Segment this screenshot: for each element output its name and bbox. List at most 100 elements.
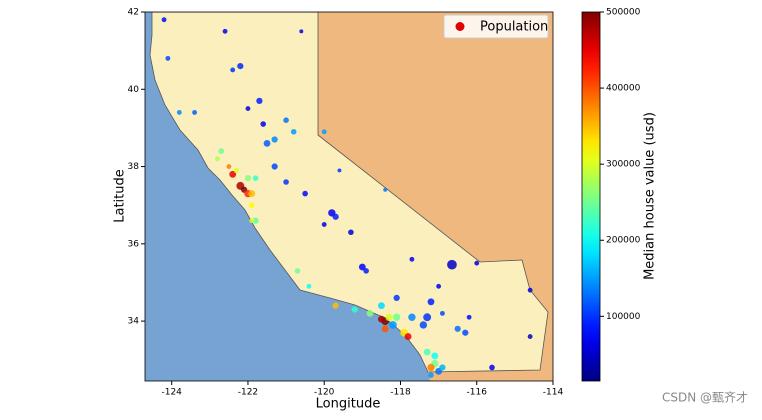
y-tick-label: 42 bbox=[128, 8, 139, 18]
data-point bbox=[385, 313, 393, 321]
data-point bbox=[192, 110, 197, 115]
data-point bbox=[252, 175, 259, 181]
data-point bbox=[218, 148, 225, 154]
data-point bbox=[215, 156, 220, 162]
data-point bbox=[423, 313, 432, 322]
data-point bbox=[252, 217, 259, 224]
data-point bbox=[427, 298, 435, 306]
data-point bbox=[439, 364, 446, 371]
data-point bbox=[165, 55, 171, 61]
y-tick-label: 34 bbox=[128, 317, 140, 327]
data-point bbox=[321, 222, 327, 227]
colorbar bbox=[581, 11, 601, 382]
x-axis-label: Longitude bbox=[316, 397, 381, 412]
data-point bbox=[462, 329, 469, 336]
data-point bbox=[454, 325, 461, 332]
data-point bbox=[489, 364, 495, 371]
data-point bbox=[249, 218, 255, 224]
data-point bbox=[283, 179, 289, 185]
data-point bbox=[332, 213, 339, 220]
data-point bbox=[294, 268, 301, 274]
data-point bbox=[248, 202, 255, 208]
data-point bbox=[427, 363, 435, 372]
data-point bbox=[388, 321, 397, 329]
ocean bbox=[145, 12, 430, 381]
data-point bbox=[363, 268, 369, 274]
data-point bbox=[256, 97, 263, 104]
data-point bbox=[466, 314, 472, 320]
data-point bbox=[436, 283, 442, 289]
map bbox=[145, 12, 553, 381]
data-point bbox=[244, 175, 252, 182]
x-tick-label: -120 bbox=[314, 388, 335, 398]
x-tick-label: -122 bbox=[238, 388, 258, 398]
data-point bbox=[222, 28, 228, 34]
data-point bbox=[439, 310, 445, 316]
data-point bbox=[337, 168, 342, 173]
x-tick-label: -114 bbox=[543, 388, 564, 398]
plot-frame bbox=[144, 11, 554, 382]
data-point bbox=[332, 302, 339, 309]
data-point bbox=[404, 333, 412, 340]
data-point bbox=[233, 167, 240, 174]
data-point bbox=[161, 17, 167, 23]
data-point bbox=[392, 313, 401, 321]
data-point bbox=[428, 372, 434, 378]
legend-label: Population bbox=[480, 20, 548, 35]
california bbox=[149, 12, 549, 373]
data-point bbox=[306, 283, 312, 289]
colorbar-tick-label: 200000 bbox=[606, 236, 641, 246]
data-point bbox=[409, 256, 415, 262]
data-point bbox=[366, 309, 374, 317]
data-point bbox=[283, 117, 289, 123]
data-point bbox=[431, 352, 439, 360]
colorbar-label: Median house value (usd) bbox=[643, 112, 658, 280]
colorbar-tick-label: 500000 bbox=[606, 8, 641, 18]
data-point bbox=[381, 325, 389, 333]
legend-box bbox=[443, 14, 549, 39]
x-tick-label: -118 bbox=[390, 388, 411, 398]
data-point bbox=[299, 29, 304, 34]
data-point bbox=[351, 306, 358, 313]
data-point bbox=[237, 62, 244, 70]
data-point bbox=[393, 294, 400, 302]
y-tick-label: 38 bbox=[128, 162, 140, 172]
data-point bbox=[423, 348, 431, 356]
watermark: CSDN @甄齐才 bbox=[662, 390, 748, 405]
data-point bbox=[302, 190, 308, 197]
data-point bbox=[176, 110, 182, 115]
colorbar-tick-label: 400000 bbox=[606, 84, 641, 94]
y-axis-label: Latitude bbox=[113, 169, 128, 223]
data-point bbox=[271, 136, 278, 143]
data-point bbox=[260, 121, 267, 127]
data-point bbox=[263, 139, 271, 147]
data-point bbox=[527, 334, 533, 339]
y-tick-label: 40 bbox=[128, 85, 140, 95]
data-point bbox=[245, 106, 251, 112]
data-point bbox=[383, 187, 388, 192]
data-point bbox=[447, 259, 457, 270]
data-point bbox=[230, 67, 236, 73]
data-point bbox=[271, 163, 278, 170]
data-point bbox=[358, 263, 366, 271]
legend: Population bbox=[443, 14, 549, 39]
data-point bbox=[226, 164, 232, 169]
legend-marker bbox=[455, 22, 465, 31]
x-tick-label: -124 bbox=[161, 388, 182, 398]
data-point bbox=[474, 260, 480, 266]
y-tick-label: 36 bbox=[128, 239, 140, 249]
data-point bbox=[377, 315, 385, 323]
data-point bbox=[290, 128, 297, 135]
data-point bbox=[248, 190, 256, 198]
data-point bbox=[527, 287, 533, 293]
data-point bbox=[377, 302, 385, 310]
colorbar-tick-label: 100000 bbox=[606, 312, 641, 322]
data-point bbox=[229, 170, 237, 178]
x-tick-label: -116 bbox=[467, 388, 488, 398]
data-point bbox=[419, 321, 428, 329]
data-point bbox=[348, 229, 354, 236]
data-point bbox=[408, 313, 416, 321]
colorbar-tick-label: 300000 bbox=[606, 160, 641, 170]
data-point bbox=[321, 129, 327, 135]
